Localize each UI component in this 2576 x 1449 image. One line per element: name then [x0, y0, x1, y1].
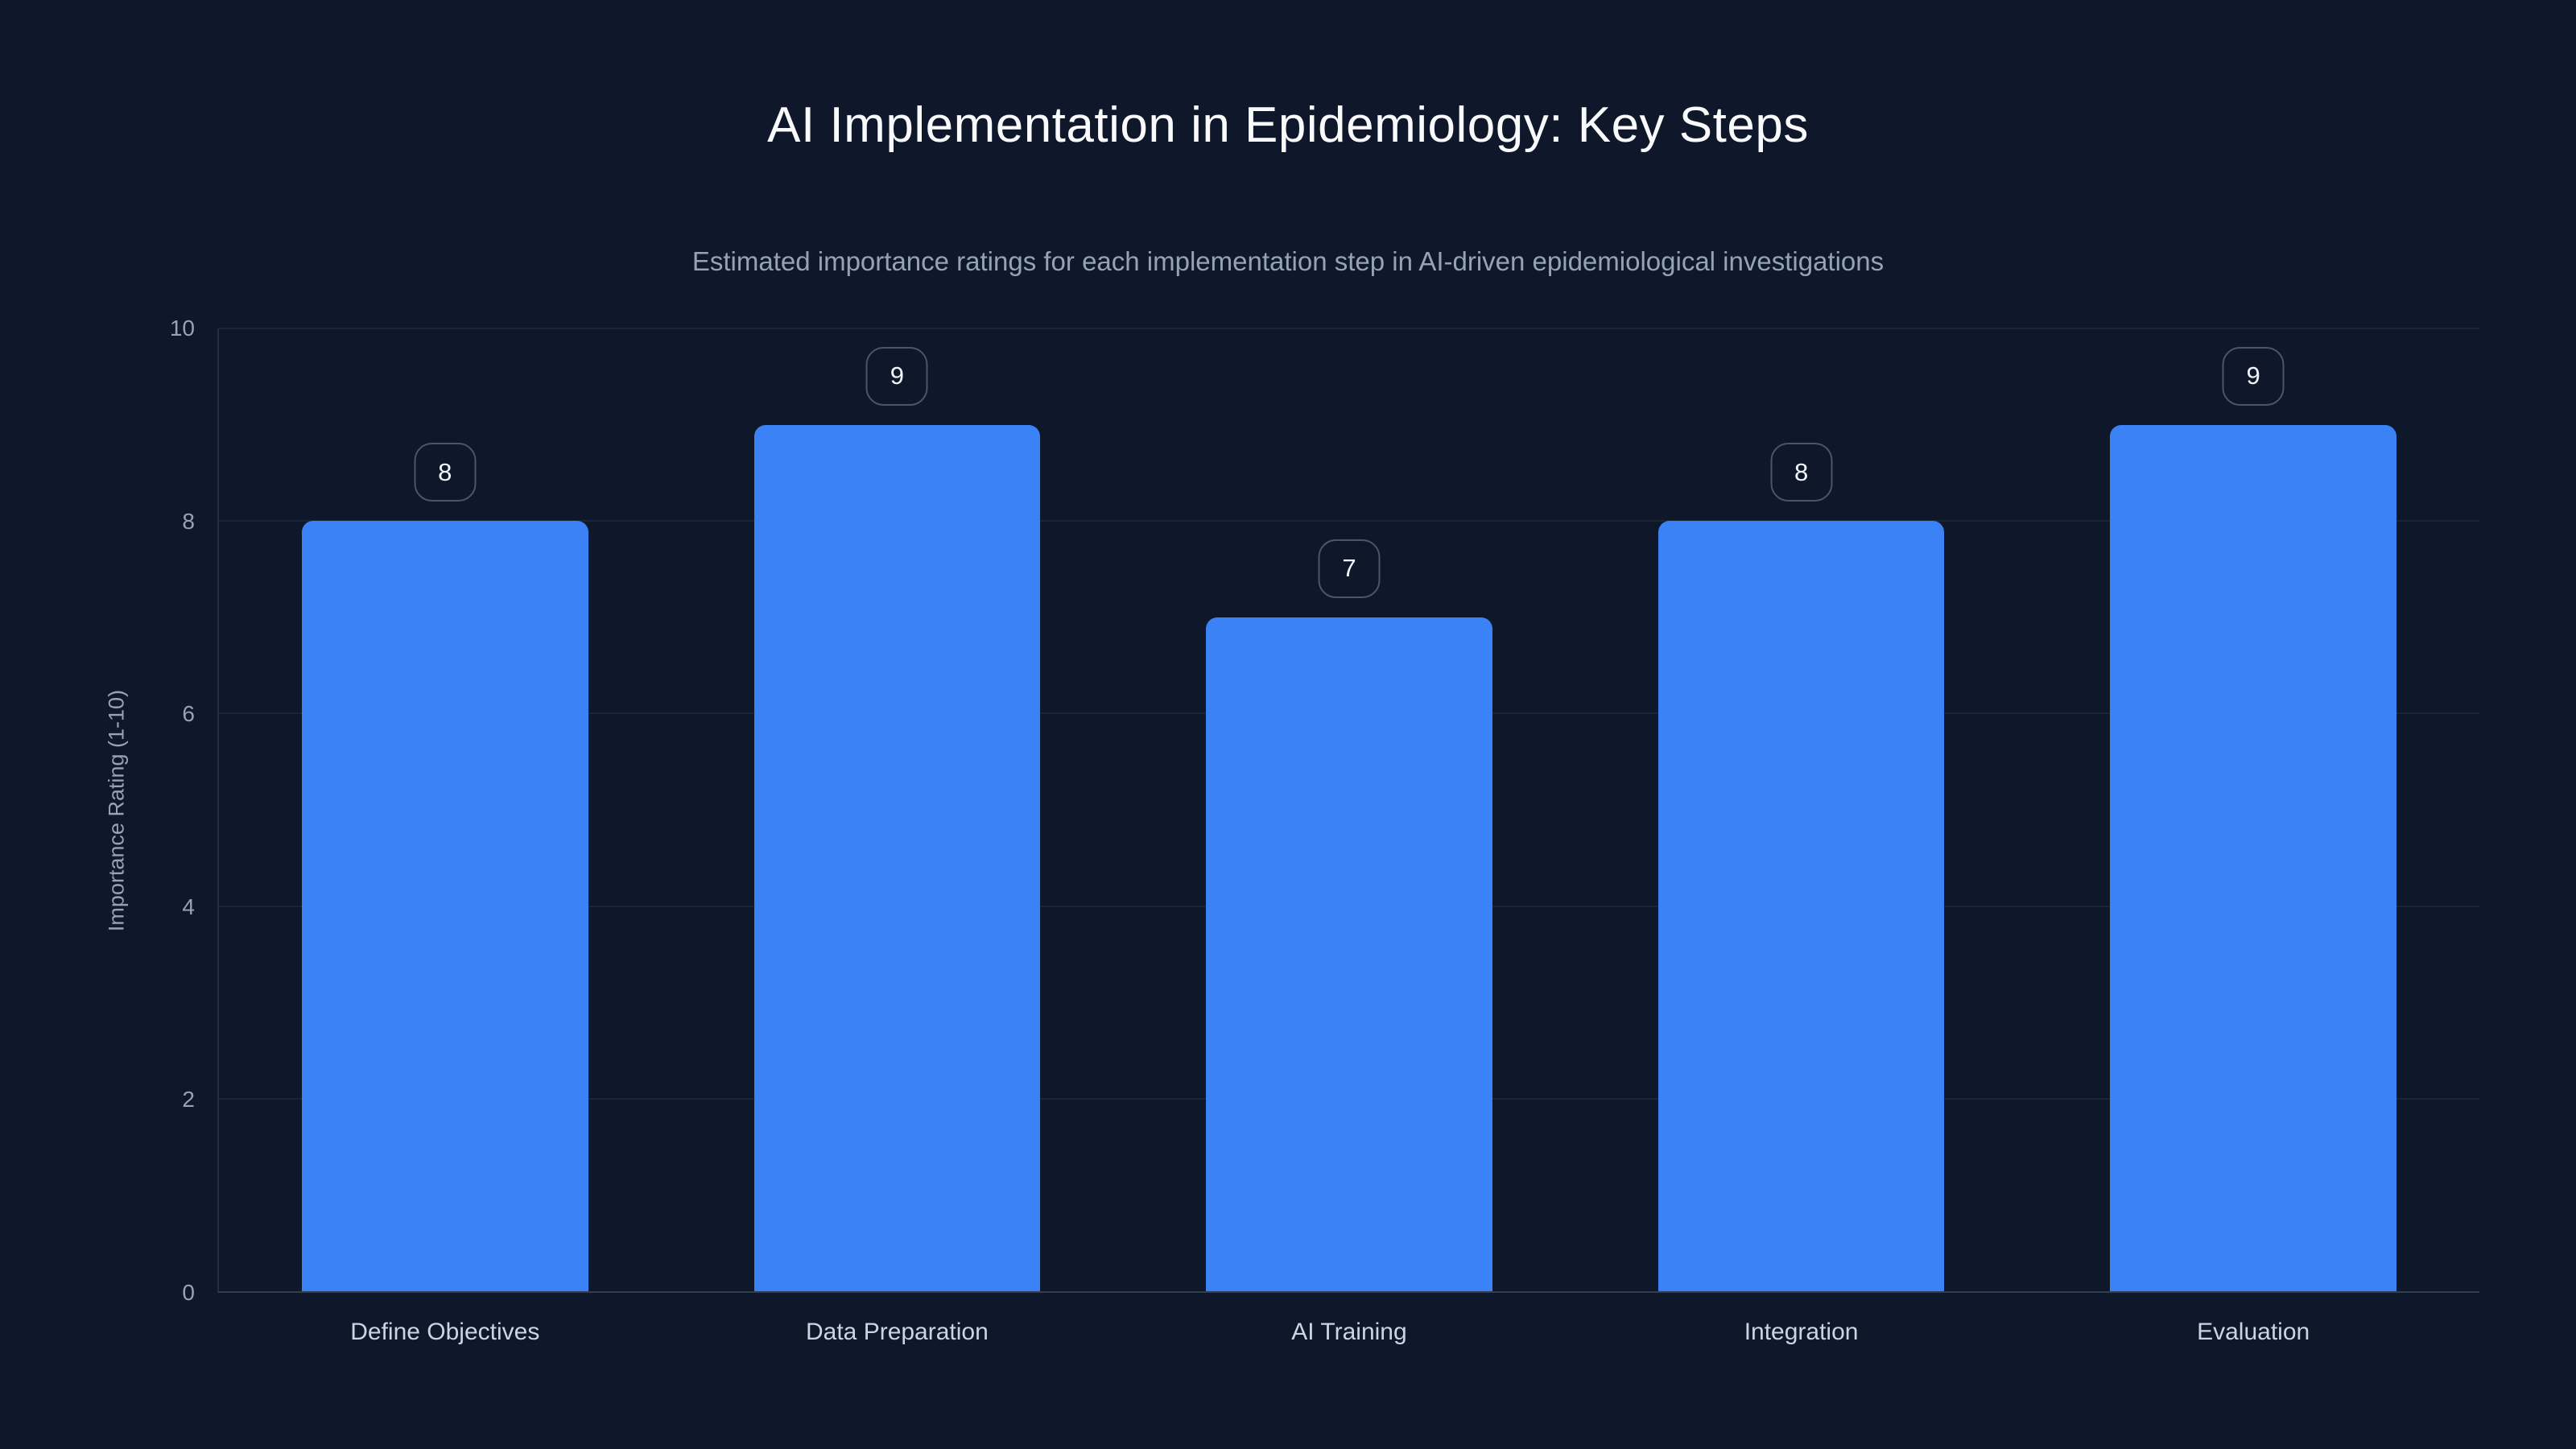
- y-tick-label: 2: [182, 1087, 195, 1113]
- bar: [302, 521, 588, 1291]
- bars: 8 Define Objectives 9 Data Preparation 7 AI T…: [219, 328, 2479, 1345]
- bar: [1657, 521, 1945, 1291]
- y-tick-label: 10: [169, 316, 195, 341]
- x-tick-label: Evaluation: [2197, 1319, 2310, 1345]
- bar-value-badge: 9: [865, 346, 928, 406]
- bar-group: 8 Define Objectives: [219, 328, 671, 1345]
- x-tick-label: Data Preparation: [805, 1319, 989, 1345]
- plot-area: 8 Define Objectives 9 Data Preparation 7 AI T…: [217, 328, 2479, 1345]
- gridline: [219, 520, 2479, 522]
- y-tick-labels: 0 2 4 6 8 10: [0, 316, 201, 1305]
- bar: [753, 424, 1041, 1291]
- bar: [2110, 424, 2396, 1291]
- chart-title: AI Implementation in Epidemiology: Key S…: [767, 97, 1809, 153]
- y-tick-label: 0: [182, 1280, 195, 1305]
- gridline: [219, 328, 2479, 329]
- bar-value-badge: 8: [414, 443, 477, 502]
- chart-subtitle: Estimated importance ratings for each im…: [691, 246, 1885, 276]
- bar-value-badge: 7: [1318, 539, 1381, 598]
- bar: [1206, 617, 1492, 1291]
- y-tick-label: 8: [182, 508, 195, 534]
- x-tick-label: Define Objectives: [350, 1319, 540, 1345]
- bar-group: 8 Integration: [1575, 328, 2028, 1345]
- bar-group: 7 AI Training: [1123, 328, 1575, 1345]
- bar-value-badge: 8: [1770, 443, 1833, 502]
- y-tick-label: 6: [182, 701, 195, 727]
- x-tick-label: Integration: [1744, 1319, 1859, 1345]
- bar-group: 9 Data Preparation: [671, 328, 1124, 1345]
- x-tick-label: AI Training: [1291, 1319, 1407, 1345]
- bar-value-badge: 9: [2222, 346, 2285, 406]
- y-tick-label: 4: [182, 894, 195, 919]
- bar-group: 9 Evaluation: [2027, 328, 2479, 1345]
